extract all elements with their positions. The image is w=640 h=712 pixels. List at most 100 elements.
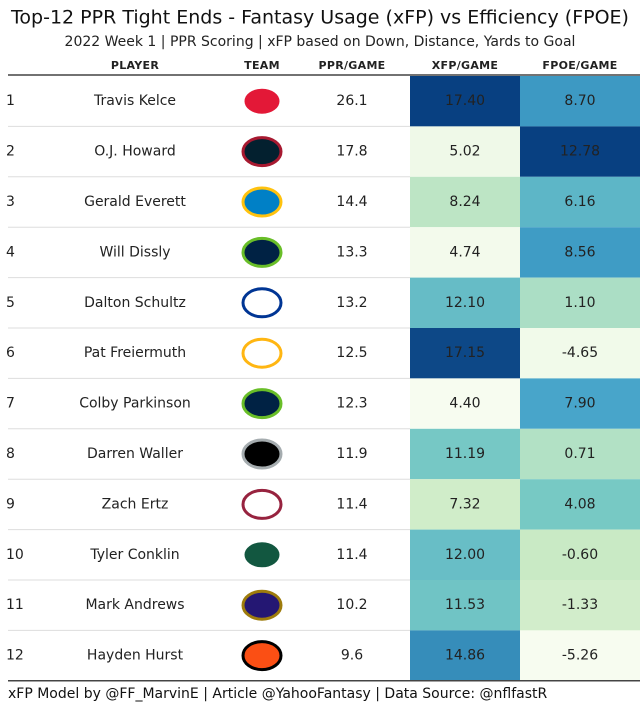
heat-cell <box>410 328 520 379</box>
cell-text: 9.6 <box>341 648 363 664</box>
cell-text: Colby Parkinson <box>79 396 191 412</box>
cell-text: 12.78 <box>560 144 600 160</box>
cell-text: Mark Andrews <box>85 597 184 613</box>
heat-cell <box>520 227 640 278</box>
heat-cell <box>410 277 520 328</box>
heat-cell <box>520 176 640 228</box>
title: Top-12 PPR Tight Ends - Fantasy Usage (x… <box>10 7 629 29</box>
heat-cell <box>410 479 520 530</box>
cell-text: -5.26 <box>562 648 598 664</box>
heat-cell <box>520 378 640 429</box>
cell-text: 2 <box>6 144 15 160</box>
cell-text: 1.10 <box>564 295 595 311</box>
heat-cell <box>520 76 640 127</box>
heat-cell <box>410 76 520 127</box>
team-logo <box>241 186 283 218</box>
team-logo <box>241 136 283 168</box>
heat-cell <box>410 428 520 480</box>
cell-text: 4.40 <box>449 396 480 412</box>
cell-text: Darren Waller <box>87 446 183 462</box>
cell-text: Dalton Schultz <box>84 295 186 311</box>
heat-cell <box>520 479 640 530</box>
heat-cell <box>520 630 640 681</box>
cell-text: -0.60 <box>562 547 598 563</box>
cell-text: 8.56 <box>564 244 595 260</box>
cell-text: Travis Kelce <box>93 93 176 109</box>
cell-text: 12.3 <box>336 396 367 412</box>
cell-text: 3 <box>6 194 15 210</box>
cell-text: Zach Ertz <box>102 496 169 512</box>
team-logo <box>241 85 283 117</box>
cell-text: 8.70 <box>564 93 595 109</box>
heat-cell <box>520 529 640 580</box>
team-logo <box>241 640 283 672</box>
cell-text: 14.4 <box>336 194 367 210</box>
cell-text: 10.2 <box>336 597 367 613</box>
cell-text: 14.86 <box>445 648 485 664</box>
team-logo <box>241 236 283 268</box>
cell-text: 7 <box>6 396 15 412</box>
cell-text: 13.2 <box>336 295 367 311</box>
cell-text: 0.71 <box>564 446 595 462</box>
heat-cell <box>410 176 520 228</box>
heat-cell <box>410 580 520 631</box>
cell-text: Tyler Conklin <box>89 547 179 563</box>
team-logo <box>241 287 283 319</box>
cell-text: Will Dissly <box>99 244 170 260</box>
cell-text: 9 <box>6 496 15 512</box>
heat-cell <box>410 529 520 580</box>
cell-text: 11.19 <box>445 446 485 462</box>
team-logo <box>241 388 283 420</box>
cell-text: 1 <box>6 93 15 109</box>
heat-cell <box>520 126 640 177</box>
cell-text: Pat Freiermuth <box>84 345 186 361</box>
column-header: PLAYER <box>111 59 160 72</box>
column-header: XFP/GAME <box>432 59 498 72</box>
cell-text: 11.4 <box>336 496 367 512</box>
heat-cell <box>520 277 640 328</box>
cell-text: 13.3 <box>336 244 367 260</box>
footer: xFP Model by @FF_MarvinE | Article @Yaho… <box>8 686 548 702</box>
heat-cell <box>410 630 520 681</box>
heat-cell <box>520 428 640 480</box>
cell-text: 11.9 <box>336 446 367 462</box>
subtitle: 2022 Week 1 | PPR Scoring | xFP based on… <box>65 34 576 50</box>
cell-text: 6 <box>6 345 15 361</box>
cell-text: 17.40 <box>445 93 485 109</box>
column-header: PPR/GAME <box>318 59 385 72</box>
cell-text: 26.1 <box>336 93 367 109</box>
cell-text: -1.33 <box>562 597 598 613</box>
heat-cell <box>520 328 640 379</box>
cell-text: 12.00 <box>445 547 485 563</box>
column-header: FPOE/GAME <box>542 59 617 72</box>
cell-text: 17.15 <box>445 345 485 361</box>
heat-cell <box>520 580 640 631</box>
cell-text: 10 <box>6 547 24 563</box>
team-logo <box>241 337 283 369</box>
cell-text: 5.02 <box>449 144 480 160</box>
cell-text: O.J. Howard <box>94 144 175 160</box>
cell-text: 4 <box>6 244 15 260</box>
heat-cell <box>410 227 520 278</box>
cell-text: 17.8 <box>336 144 367 160</box>
cell-text: 7.32 <box>449 496 480 512</box>
cell-text: -4.65 <box>562 345 598 361</box>
column-header: TEAM <box>244 59 280 72</box>
cell-text: 5 <box>6 295 15 311</box>
cell-text: 7.90 <box>564 396 595 412</box>
team-logo <box>241 539 283 571</box>
cell-text: 4.08 <box>564 496 595 512</box>
cell-text: 11.4 <box>336 547 367 563</box>
cell-text: 6.16 <box>564 194 595 210</box>
cell-text: 11 <box>6 597 24 613</box>
cell-text: 12.10 <box>445 295 485 311</box>
cell-text: 4.74 <box>449 244 480 260</box>
cell-text: 11.53 <box>445 597 485 613</box>
cell-text: Gerald Everett <box>84 194 186 210</box>
cell-text: 12 <box>6 648 24 664</box>
heat-cell <box>410 126 520 177</box>
cell-text: Hayden Hurst <box>87 648 184 664</box>
team-logo <box>241 488 283 520</box>
team-logo <box>241 589 283 621</box>
